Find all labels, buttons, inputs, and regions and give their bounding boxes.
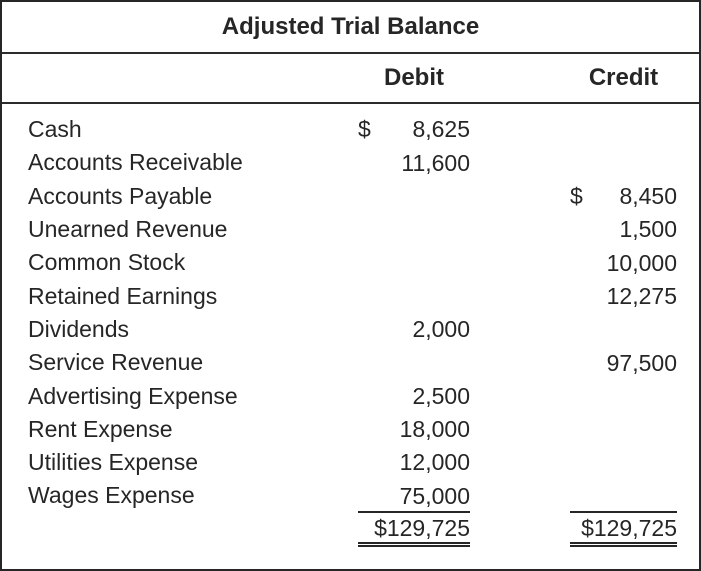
credit-amount: 1,500 — [619, 216, 677, 243]
title-bar: Adjusted Trial Balance — [2, 2, 699, 54]
credit-cell: $ 8,450 — [570, 183, 677, 209]
account-name: Accounts Receivable — [28, 149, 243, 176]
credit-amount: 8,450 — [619, 183, 677, 210]
row-accounts-payable: Accounts Payable $ 8,450 — [2, 180, 699, 213]
row-unearned-revenue: Unearned Revenue 1,500 — [2, 213, 699, 246]
row-retained-earnings: Retained Earnings 12,275 — [2, 279, 699, 312]
debit-cell: 11,600 — [358, 150, 470, 176]
account-name: Utilities Expense — [28, 449, 199, 476]
account-name: Wages Expense — [28, 482, 195, 509]
debit-amount: 8,625 — [412, 116, 470, 143]
dollar-sign: $ — [358, 116, 371, 143]
account-name: Advertising Expense — [28, 382, 238, 409]
debit-cell: 18,000 — [358, 416, 470, 442]
credit-cell: 12,275 — [570, 283, 677, 309]
debit-cell: 2,500 — [358, 383, 470, 409]
debit-amount: 2,500 — [412, 382, 470, 409]
debit-amount: 75,000 — [399, 482, 470, 509]
account-name: Service Revenue — [28, 349, 204, 376]
account-name: Common Stock — [28, 249, 186, 276]
credit-column-header: Credit — [588, 64, 659, 91]
row-advertising-expense: Advertising Expense 2,500 — [2, 379, 699, 412]
dollar-sign: $ — [570, 183, 583, 210]
account-name: Accounts Payable — [28, 182, 213, 209]
credit-cell: 97,500 — [570, 350, 677, 376]
totals-row: $129,725 $129,725 — [2, 511, 699, 548]
debit-cell: 2,000 — [358, 316, 470, 342]
debit-cell: $ 8,625 — [358, 116, 470, 142]
row-rent-expense: Rent Expense 18,000 — [2, 413, 699, 446]
credit-cell: 10,000 — [570, 250, 677, 276]
debit-total: $129,725 — [374, 515, 470, 541]
column-header-row: Debit Credit — [2, 54, 699, 104]
debit-cell: 12,000 — [358, 449, 470, 475]
debit-amount: 11,600 — [401, 149, 470, 176]
debit-column-header: Debit — [384, 64, 444, 91]
debit-total-cell: $129,725 — [358, 511, 470, 548]
account-name: Dividends — [28, 315, 129, 342]
row-accounts-receivable: Accounts Receivable 11,600 — [2, 146, 699, 179]
account-name: Retained Earnings — [28, 282, 218, 309]
credit-amount: 12,275 — [606, 282, 677, 309]
row-cash: Cash $ 8,625 — [2, 113, 699, 146]
debit-amount: 18,000 — [399, 416, 470, 443]
row-dividends: Dividends 2,000 — [2, 313, 699, 346]
credit-total-cell: $129,725 — [570, 511, 677, 548]
credit-amount: 97,500 — [606, 349, 677, 376]
debit-cell: 75,000 — [358, 483, 470, 509]
debit-amount: 12,000 — [399, 449, 470, 476]
account-name: Cash — [28, 116, 82, 143]
row-common-stock: Common Stock 10,000 — [2, 246, 699, 279]
row-utilities-expense: Utilities Expense 12,000 — [2, 446, 699, 479]
credit-cell: 1,500 — [570, 216, 677, 242]
row-wages-expense: Wages Expense 75,000 — [2, 479, 699, 512]
page-title: Adjusted Trial Balance — [221, 13, 480, 40]
table-body: Cash $ 8,625 Accounts Receivable 11,600 … — [2, 104, 699, 548]
credit-total: $129,725 — [581, 515, 677, 541]
account-name: Rent Expense — [28, 415, 173, 442]
row-service-revenue: Service Revenue 97,500 — [2, 346, 699, 379]
credit-amount: 10,000 — [606, 249, 677, 276]
debit-amount: 2,000 — [412, 316, 470, 343]
account-name: Unearned Revenue — [28, 216, 228, 243]
